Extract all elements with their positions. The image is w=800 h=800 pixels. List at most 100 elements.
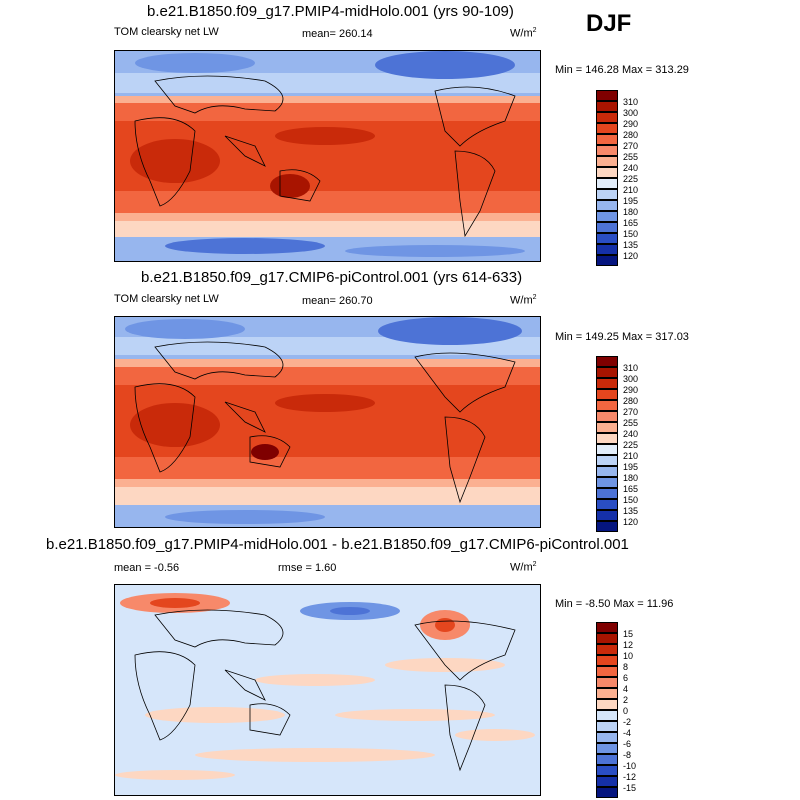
panel2-colorbar-box-11: [596, 477, 618, 488]
panel1-colorbar-box-7: [596, 167, 618, 178]
panel1-colorbar-box-12: [596, 222, 618, 233]
panel1-colorbar-box-1: [596, 101, 618, 112]
panel2-colorbar-label: 240: [623, 429, 639, 439]
panel2-units: W/m2: [510, 294, 537, 307]
panel3-colorbar-label: 15: [623, 629, 634, 639]
panel2-colorbar-label: 210: [623, 451, 639, 461]
panel1-colorbar-label: 150: [623, 229, 639, 239]
panel2-colorbar-box-12: [596, 488, 618, 499]
panel1-colorbar-box-3: [596, 123, 618, 134]
panel3-colorbar-box-8: [596, 710, 618, 721]
panel2-colorbar-label: 270: [623, 407, 639, 417]
panel2-colorbar-label: 300: [623, 374, 639, 384]
panel2-colorbar-label: 195: [623, 462, 639, 472]
panel3-colorbar-box-9: [596, 721, 618, 732]
panel3-colorbar-box-11: [596, 743, 618, 754]
panel1-colorbar-label: 270: [623, 141, 639, 151]
panel2-colorbar-box-10: [596, 466, 618, 477]
panel2-left-label: TOM clearsky net LW: [114, 293, 219, 305]
panel3-colorbar-label: 8: [623, 662, 629, 672]
panel1-colorbar-box-6: [596, 156, 618, 167]
season-label: DJF: [586, 10, 632, 37]
panel1-colorbar-box-13: [596, 233, 618, 244]
panel2-colorbar-box-14: [596, 510, 618, 521]
panel3-colorbar-label: 10: [623, 651, 634, 661]
panel2-colorbar-box-13: [596, 499, 618, 510]
panel1-colorbar-label: 240: [623, 163, 639, 173]
panel3-colorbar-box-12: [596, 754, 618, 765]
panel3-rmse: rmse = 1.60: [278, 562, 337, 574]
panel2-colorbar-label: 290: [623, 385, 639, 395]
panel2-colorbar-box-3: [596, 389, 618, 400]
panel1-colorbar-box-5: [596, 145, 618, 156]
panel2-colorbar-label: 280: [623, 396, 639, 406]
panel1-colorbar-label: 290: [623, 119, 639, 129]
panel1-colorbar-label: 210: [623, 185, 639, 195]
panel2-colorbar-label: 165: [623, 484, 639, 494]
panel3-colorbar-box-6: [596, 688, 618, 699]
panel1-colorbar-label: 225: [623, 174, 639, 184]
panel2-colorbar-box-2: [596, 378, 618, 389]
panel3-mean: mean = -0.56: [114, 562, 180, 574]
panel1-colorbar-label: 195: [623, 196, 639, 206]
panel3-colorbar-label: 2: [623, 695, 629, 705]
panel1-colorbar-box-4: [596, 134, 618, 145]
panel3-map: [114, 584, 541, 796]
panel1-colorbar-label: 120: [623, 251, 639, 261]
panel3-colorbar-box-5: [596, 677, 618, 688]
panel1-title: b.e21.B1850.f09_g17.PMIP4-midHolo.001 (y…: [147, 3, 514, 20]
panel1-colorbar-label: 280: [623, 130, 639, 140]
panel3-colorbar-box-3: [596, 655, 618, 666]
panel3-colorbar-box-13: [596, 765, 618, 776]
panel2-colorbar-box-0: [596, 356, 618, 367]
panel2-colorbar-label: 135: [623, 506, 639, 516]
panel1-colorbar-box-0: [596, 90, 618, 101]
panel2-colorbar-box-7: [596, 433, 618, 444]
panel2-colorbar-box-9: [596, 455, 618, 466]
panel3-colorbar-label: -6: [623, 739, 632, 749]
panel1-colorbar-label: 180: [623, 207, 639, 217]
panel1-colorbar-box-9: [596, 189, 618, 200]
panel2-colorbar-box-15: [596, 521, 618, 532]
panel3-colorbar-label: -8: [623, 750, 632, 760]
panel3-colorbar-label: -4: [623, 728, 632, 738]
panel1-colorbar-box-14: [596, 244, 618, 255]
panel3-colorbar-label: -12: [623, 772, 637, 782]
panel3-colorbar-box-4: [596, 666, 618, 677]
panel3-colorbar-label: 12: [623, 640, 634, 650]
panel1-colorbar-label: 310: [623, 97, 639, 107]
panel3-colorbar-box-1: [596, 633, 618, 644]
panel2-colorbar-box-5: [596, 411, 618, 422]
panel1-colorbar-box-10: [596, 200, 618, 211]
panel3-units: W/m2: [510, 561, 537, 574]
panel3-colorbar-label: -2: [623, 717, 632, 727]
panel2-colorbar-box-6: [596, 422, 618, 433]
panel2-title: b.e21.B1850.f09_g17.CMIP6-piControl.001 …: [141, 269, 523, 286]
panel2-colorbar-label: 225: [623, 440, 639, 450]
panel3-colorbar-box-14: [596, 776, 618, 787]
panel1-colorbar-box-15: [596, 255, 618, 266]
panel3-colorbar-box-10: [596, 732, 618, 743]
panel3-title: b.e21.B1850.f09_g17.PMIP4-midHolo.001 - …: [46, 536, 629, 553]
panel1-left-label: TOM clearsky net LW: [114, 26, 219, 38]
panel1-colorbar-label: 165: [623, 218, 639, 228]
panel1-minmax: Min = 146.28 Max = 313.29: [555, 64, 689, 76]
panel3-colorbar-box-0: [596, 622, 618, 633]
panel2-minmax: Min = 149.25 Max = 317.03: [555, 331, 689, 343]
panel3-colorbar-label: 0: [623, 706, 629, 716]
panel1-colorbar-box-11: [596, 211, 618, 222]
panel1-colorbar-label: 135: [623, 240, 639, 250]
panel2-colorbar-label: 255: [623, 418, 639, 428]
panel1-mean: mean= 260.14: [302, 28, 373, 40]
panel2-colorbar-label: 180: [623, 473, 639, 483]
panel3-minmax: Min = -8.50 Max = 11.96: [555, 598, 674, 610]
panel2-colorbar-box-1: [596, 367, 618, 378]
panel3-colorbar-label: 4: [623, 684, 629, 694]
panel1-colorbar-box-2: [596, 112, 618, 123]
panel1-colorbar: [596, 90, 620, 266]
panel3-colorbar-box-7: [596, 699, 618, 710]
panel3-colorbar-box-2: [596, 644, 618, 655]
panel2-map: [114, 316, 541, 528]
panel2-colorbar-box-4: [596, 400, 618, 411]
panel2-colorbar-label: 310: [623, 363, 639, 373]
